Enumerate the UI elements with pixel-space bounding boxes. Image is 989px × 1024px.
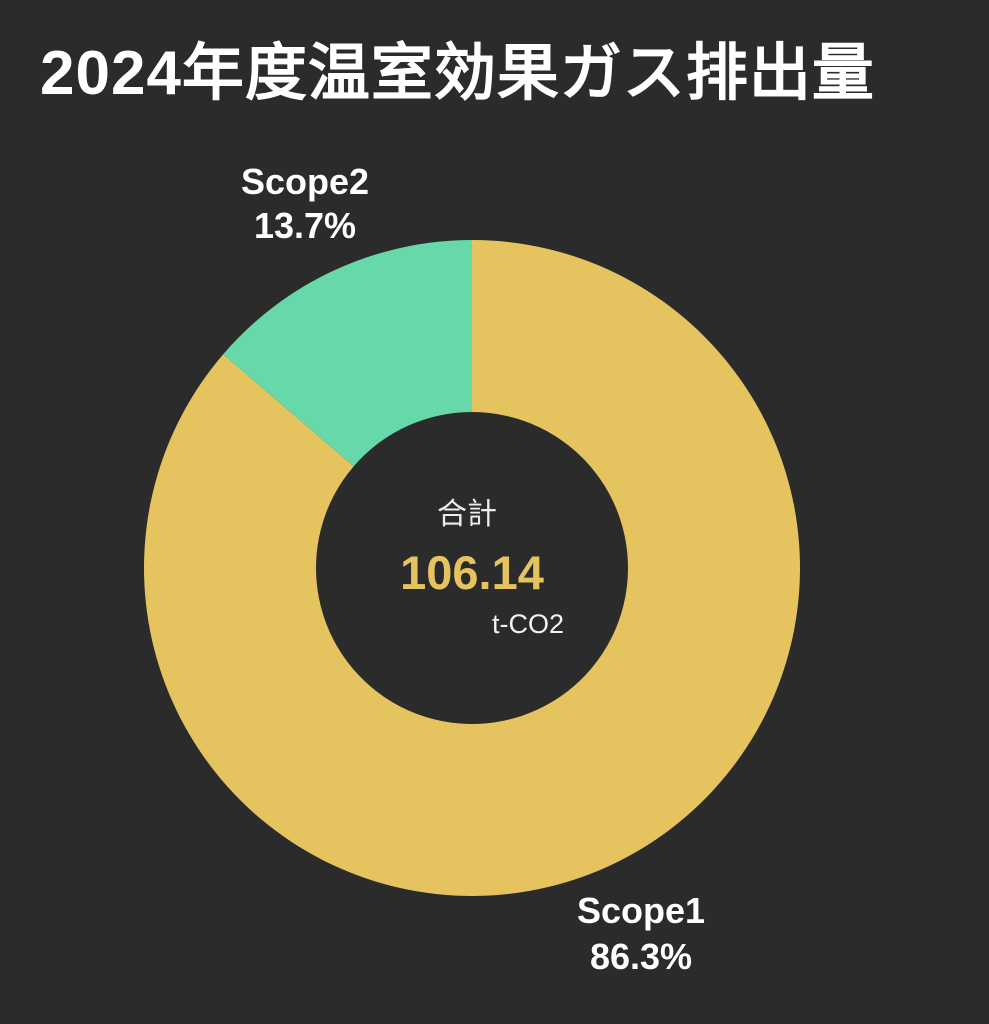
label-scope1: Scope1 86.3% (577, 888, 705, 980)
label-scope1-name: Scope1 (576, 890, 706, 931)
center-total-value: 106.14 (400, 546, 544, 599)
donut-segment-scope2 (223, 240, 472, 467)
label-scope1-percent: 86.3% (589, 936, 693, 977)
donut-segment-scope1 (143, 240, 801, 896)
label-scope2-name: Scope2 (240, 161, 370, 202)
chart-title: 2024年度温室効果ガス排出量 (40, 39, 875, 108)
center-total-label: 合計 (437, 498, 497, 531)
label-scope2: Scope2 13.7% (241, 160, 369, 248)
center-total-unit: t-CO2 (491, 609, 565, 639)
label-scope2-percent: 13.7% (253, 205, 357, 246)
